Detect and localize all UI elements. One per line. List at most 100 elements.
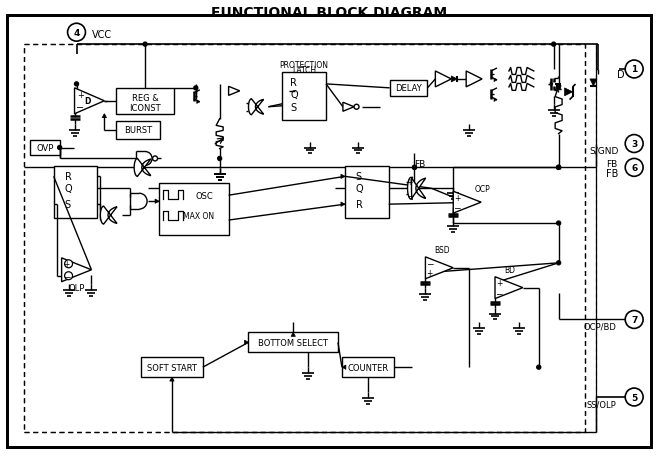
Circle shape xyxy=(625,135,643,153)
Text: LATCH: LATCH xyxy=(292,66,316,75)
Text: BOTTOM SELECT: BOTTOM SELECT xyxy=(258,338,328,347)
Circle shape xyxy=(557,166,561,170)
Polygon shape xyxy=(291,333,295,337)
Polygon shape xyxy=(62,258,91,282)
Text: Q: Q xyxy=(64,184,72,194)
Text: FB: FB xyxy=(606,160,618,169)
Text: 6: 6 xyxy=(631,163,638,173)
Circle shape xyxy=(557,261,561,265)
Circle shape xyxy=(218,157,222,161)
Text: S: S xyxy=(290,102,296,113)
Text: +: + xyxy=(407,177,413,187)
Circle shape xyxy=(625,311,643,329)
Bar xyxy=(24,45,586,432)
Text: −: − xyxy=(453,203,461,212)
Text: Q: Q xyxy=(356,184,363,194)
Polygon shape xyxy=(550,83,553,86)
Polygon shape xyxy=(436,72,451,88)
Text: BSD: BSD xyxy=(434,246,450,255)
Text: −: − xyxy=(426,259,433,268)
Polygon shape xyxy=(407,178,426,200)
Text: 1: 1 xyxy=(631,65,638,75)
Bar xyxy=(342,357,393,377)
Circle shape xyxy=(551,43,555,47)
Polygon shape xyxy=(197,101,200,104)
Bar xyxy=(141,357,203,377)
Text: +: + xyxy=(63,260,70,269)
Text: SS/OLP: SS/OLP xyxy=(586,400,617,408)
Text: R: R xyxy=(64,172,72,182)
Polygon shape xyxy=(451,77,457,83)
Text: PROTECTION: PROTECTION xyxy=(280,60,328,69)
Text: MAX ON: MAX ON xyxy=(182,211,214,220)
Circle shape xyxy=(64,272,72,280)
Polygon shape xyxy=(590,80,597,87)
Polygon shape xyxy=(245,340,249,345)
Bar xyxy=(116,89,174,114)
Bar xyxy=(54,167,97,219)
Polygon shape xyxy=(494,79,497,82)
Text: OLP: OLP xyxy=(68,283,85,293)
Polygon shape xyxy=(341,202,345,207)
Circle shape xyxy=(625,61,643,79)
Polygon shape xyxy=(249,100,264,115)
Circle shape xyxy=(413,166,417,170)
Circle shape xyxy=(153,156,157,162)
Polygon shape xyxy=(495,277,523,299)
Polygon shape xyxy=(343,103,354,112)
Polygon shape xyxy=(155,200,159,204)
Bar xyxy=(159,184,228,236)
Polygon shape xyxy=(102,114,107,119)
Text: ICONST: ICONST xyxy=(129,104,161,113)
Text: BURST: BURST xyxy=(124,126,152,135)
Text: Q: Q xyxy=(290,90,298,100)
Circle shape xyxy=(537,365,541,369)
Text: S: S xyxy=(64,200,70,210)
Circle shape xyxy=(58,146,62,150)
Polygon shape xyxy=(565,89,572,97)
Text: +: + xyxy=(495,279,502,288)
Circle shape xyxy=(625,159,643,177)
Text: OCP: OCP xyxy=(475,184,491,194)
Polygon shape xyxy=(170,377,174,381)
Text: S/GND: S/GND xyxy=(589,147,619,156)
Bar xyxy=(345,167,389,219)
Text: 3: 3 xyxy=(631,140,638,149)
Text: SOFT START: SOFT START xyxy=(147,363,197,372)
Bar xyxy=(390,81,428,97)
Polygon shape xyxy=(426,257,453,279)
Text: BD: BD xyxy=(504,266,515,275)
Polygon shape xyxy=(74,89,105,114)
Text: 4: 4 xyxy=(73,29,80,38)
Text: FB: FB xyxy=(415,160,426,169)
Text: −: − xyxy=(63,272,70,281)
Circle shape xyxy=(74,83,78,87)
Text: 7: 7 xyxy=(631,315,638,324)
Text: R: R xyxy=(356,200,363,210)
Text: D: D xyxy=(617,70,624,80)
Bar xyxy=(116,121,160,139)
Text: −: − xyxy=(495,288,503,298)
Text: −: − xyxy=(76,103,85,113)
Bar xyxy=(249,333,338,352)
Text: FB: FB xyxy=(606,169,619,179)
Circle shape xyxy=(625,388,643,406)
Bar xyxy=(24,45,586,432)
Circle shape xyxy=(194,87,198,91)
Text: R: R xyxy=(290,78,297,88)
Circle shape xyxy=(557,222,561,225)
Circle shape xyxy=(557,166,561,170)
Bar xyxy=(30,140,60,156)
Text: REG &: REG & xyxy=(132,94,159,103)
Text: FUNCTIONAL BLOCK DIAGRAM: FUNCTIONAL BLOCK DIAGRAM xyxy=(211,6,447,20)
Polygon shape xyxy=(342,365,346,369)
Text: +: + xyxy=(454,193,461,202)
Circle shape xyxy=(557,166,561,170)
Polygon shape xyxy=(228,87,240,96)
Polygon shape xyxy=(341,175,345,179)
Polygon shape xyxy=(466,72,482,88)
Text: +: + xyxy=(426,269,432,278)
Polygon shape xyxy=(494,99,497,102)
Text: −: − xyxy=(406,191,413,200)
Text: +: + xyxy=(77,91,84,100)
